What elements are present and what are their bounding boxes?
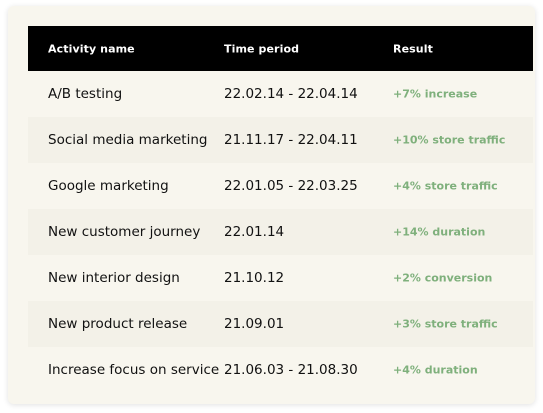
activity-table: Activity name Time period Result A/B tes…	[28, 26, 533, 393]
header-result: Result	[393, 42, 433, 55]
activity-name: Google marketing	[48, 178, 169, 194]
activity-name: New customer journey	[48, 224, 201, 240]
activity-card: Activity name Time period Result A/B tes…	[8, 6, 535, 404]
time-period: 22.01.14	[224, 224, 285, 240]
table-row: A/B testing 22.02.14 - 22.04.14 +7% incr…	[28, 71, 533, 117]
header-activity-name: Activity name	[48, 42, 135, 55]
activity-name: Social media marketing	[48, 132, 208, 148]
table-row: Social media marketing 21.11.17 - 22.04.…	[28, 117, 533, 163]
time-period: 21.06.03 - 21.08.30	[224, 362, 358, 378]
table-header: Activity name Time period Result	[28, 26, 533, 71]
activity-name: A/B testing	[48, 86, 123, 102]
result-value: +4% store traffic	[393, 179, 498, 193]
result-value: +10% store traffic	[393, 133, 506, 147]
time-period: 21.09.01	[224, 316, 285, 332]
activity-name: New product release	[48, 316, 188, 332]
time-period: 22.01.05 - 22.03.25	[224, 178, 358, 194]
activity-name: New interior design	[48, 270, 180, 286]
header-time-period: Time period	[224, 42, 300, 55]
result-value: +3% store traffic	[393, 317, 498, 331]
result-value: +14% duration	[393, 225, 486, 239]
table-row: New interior design 21.10.12 +2% convers…	[28, 255, 533, 301]
table-row: New customer journey 22.01.14 +14% durat…	[28, 209, 533, 255]
result-value: +4% duration	[393, 363, 478, 377]
time-period: 21.10.12	[224, 270, 285, 286]
table-row: New product release 21.09.01 +3% store t…	[28, 301, 533, 347]
time-period: 21.11.17 - 22.04.11	[224, 132, 358, 148]
activity-name: Increase focus on service	[48, 362, 220, 378]
table-row: Google marketing 22.01.05 - 22.03.25 +4%…	[28, 163, 533, 209]
table-row: Increase focus on service 21.06.03 - 21.…	[28, 347, 533, 393]
result-value: +2% conversion	[393, 271, 493, 285]
result-value: +7% increase	[393, 87, 478, 101]
time-period: 22.02.14 - 22.04.14	[224, 86, 358, 102]
